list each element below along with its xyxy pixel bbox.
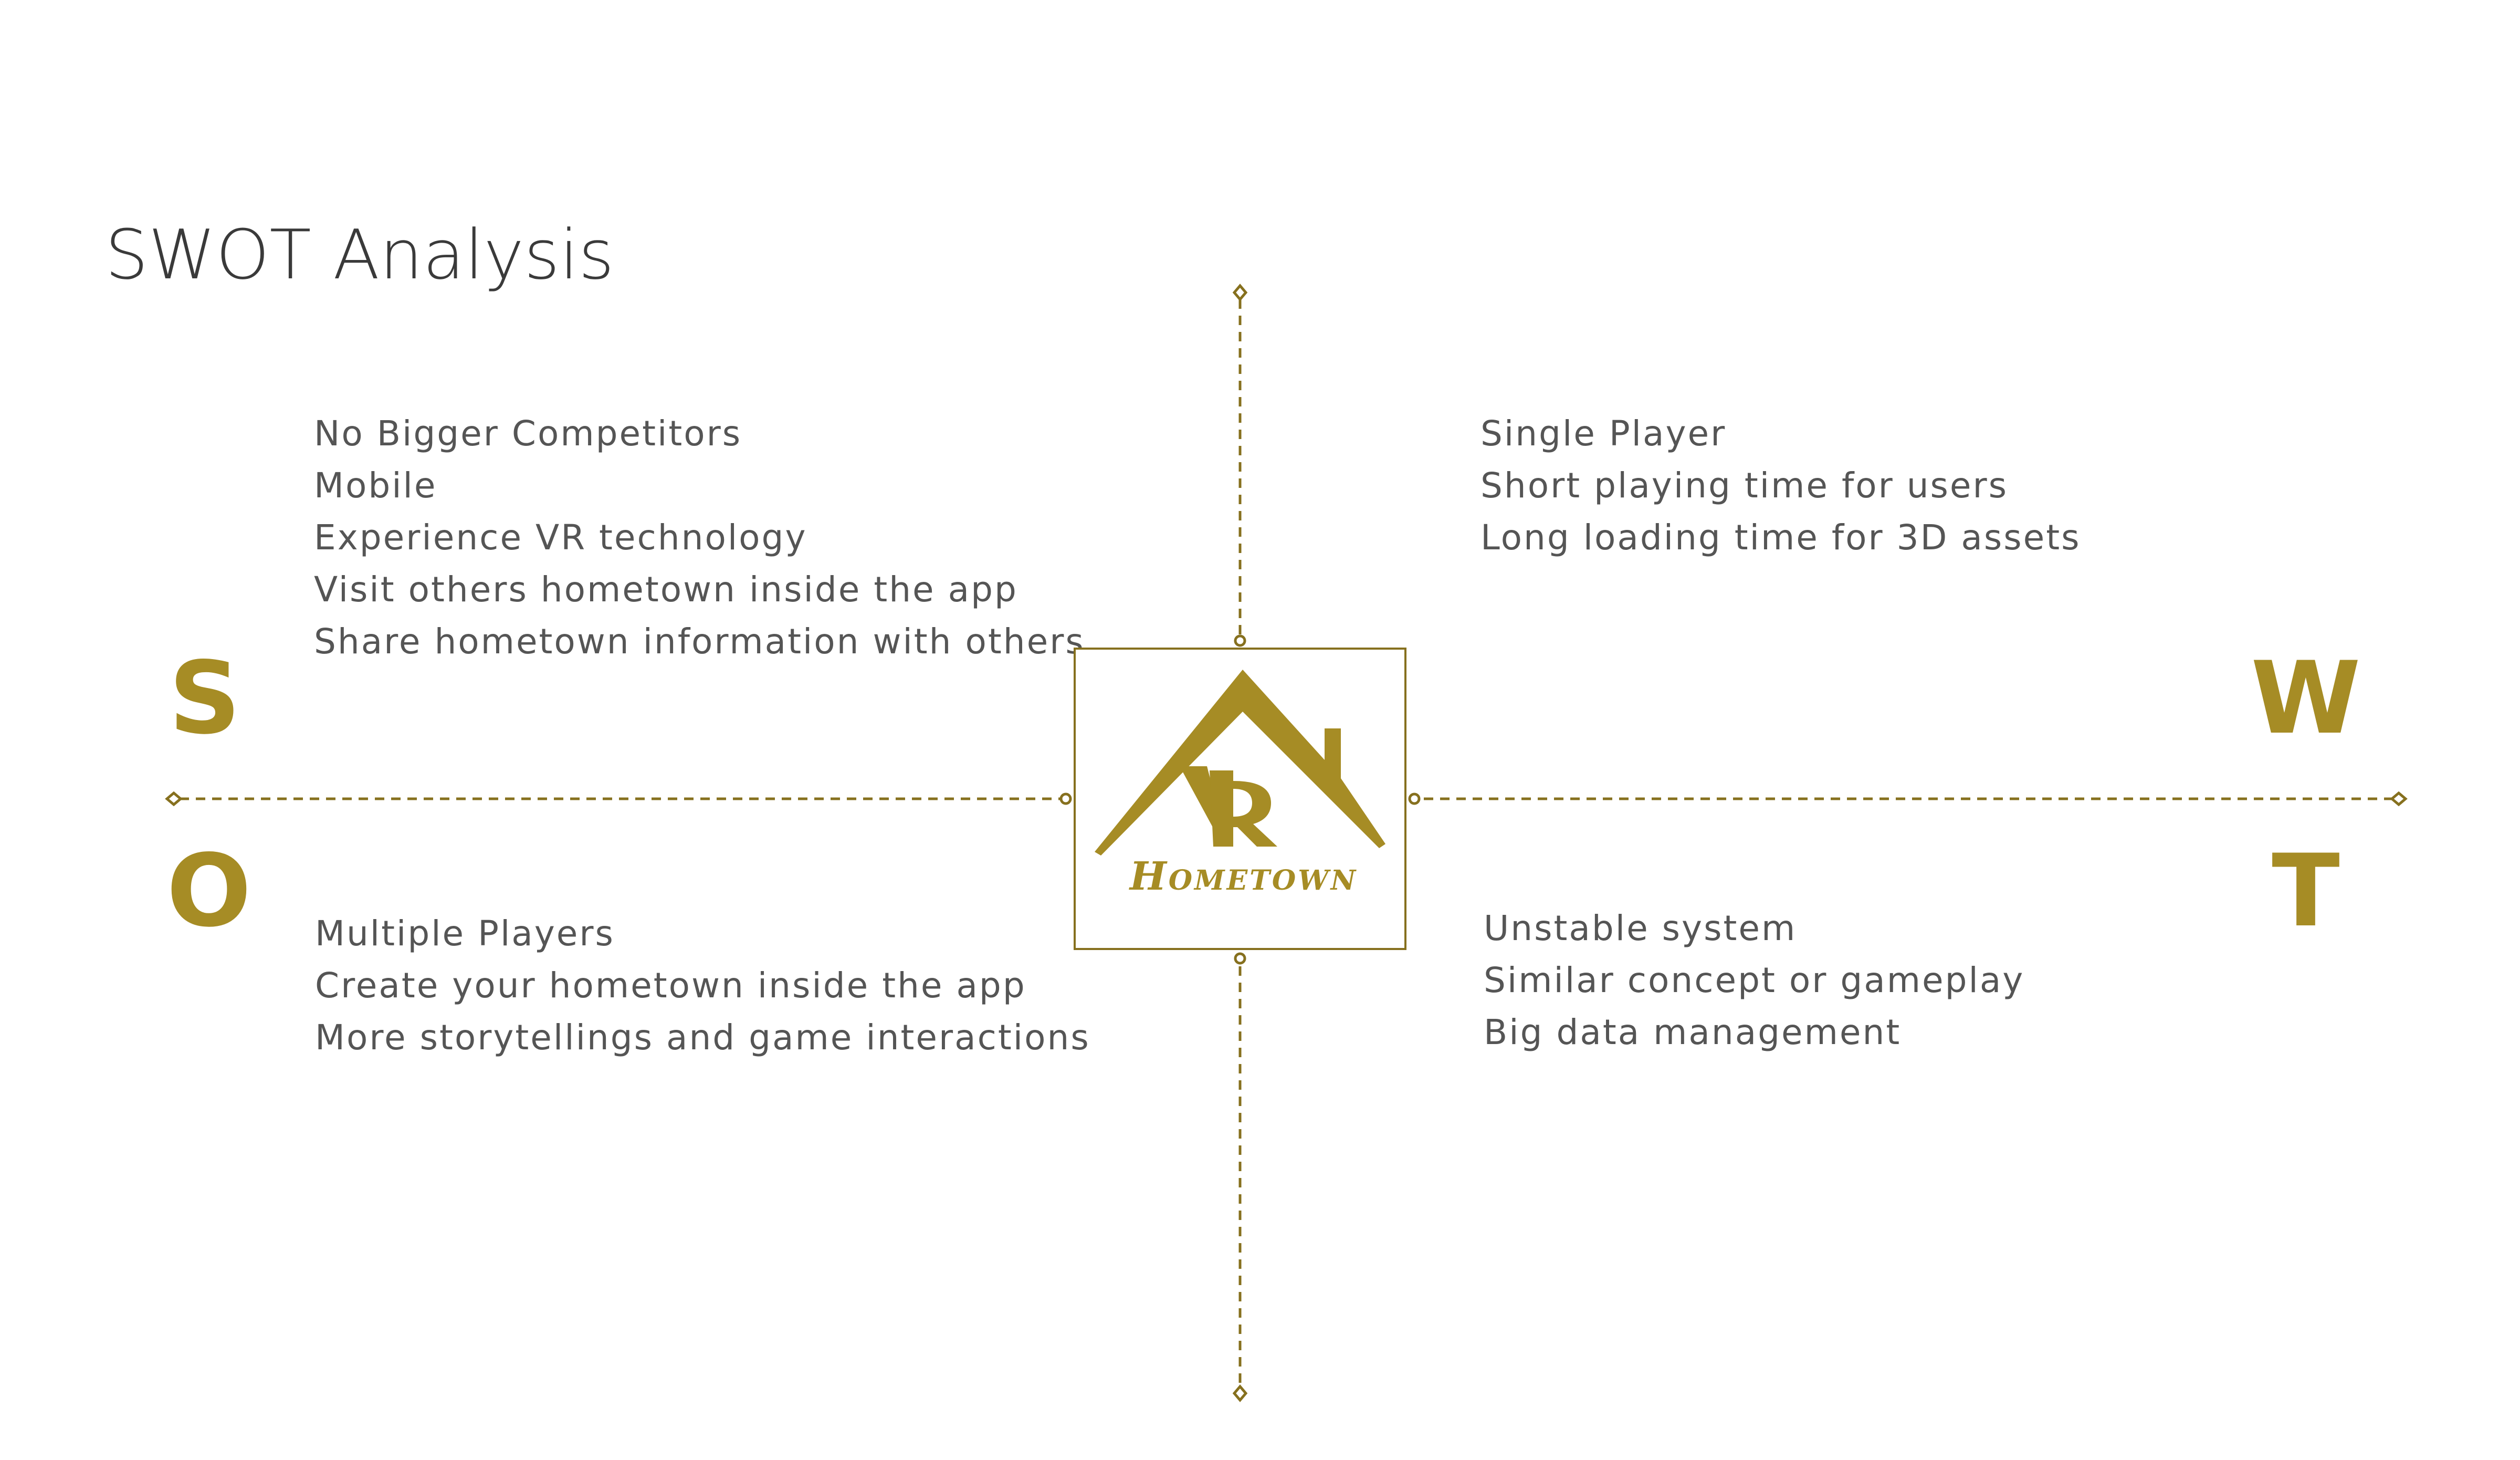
vr-hometown-logo: Hometown xyxy=(1074,648,1406,950)
threat-item: Big data management xyxy=(1484,1012,1902,1052)
opportunity-item: Create your hometown inside the app xyxy=(315,965,1026,1006)
strength-item: Experience VR technology xyxy=(314,517,807,558)
axis-end-diamond-left xyxy=(165,791,183,807)
opportunity-item: Multiple Players xyxy=(315,913,615,954)
weakness-item: Short playing time for users xyxy=(1480,465,2009,506)
axis-join-bottom xyxy=(1234,952,1246,965)
opportunity-item: More storytellings and game interactions xyxy=(315,1017,1090,1058)
swot-letter-t: T xyxy=(2272,833,2340,949)
opportunities-list: Multiple Players Create your hometown in… xyxy=(315,908,1090,1063)
axis-join-top xyxy=(1234,634,1246,647)
swot-letter-o: O xyxy=(166,833,251,949)
page-title: SWOT Analysis xyxy=(105,215,614,295)
threat-item: Unstable system xyxy=(1484,908,1797,948)
house-roof-icon xyxy=(1095,670,1385,856)
strength-item: Visit others hometown inside the app xyxy=(314,569,1018,610)
axis-end-diamond-right xyxy=(2390,791,2408,807)
swot-letter-s: S xyxy=(169,640,241,756)
logo-wordmark: Hometown xyxy=(1129,854,1358,899)
strengths-list: No Bigger Competitors Mobile Experience … xyxy=(314,408,1085,668)
axis-join-left xyxy=(1059,792,1072,805)
axis-join-right xyxy=(1408,792,1421,805)
axis-end-diamond-bottom xyxy=(1232,1384,1248,1402)
strength-item: Share hometown information with others xyxy=(314,621,1085,662)
threats-list: Unstable system Similar concept or gamep… xyxy=(1484,902,2024,1058)
strength-item: Mobile xyxy=(314,465,437,506)
swot-letter-w: W xyxy=(2251,640,2361,756)
strength-item: No Bigger Competitors xyxy=(314,413,742,454)
threat-item: Similar concept or gameplay xyxy=(1484,960,2025,1000)
axis-end-diamond-top xyxy=(1232,284,1248,301)
weaknesses-list: Single Player Short playing time for use… xyxy=(1480,408,2081,564)
weakness-item: Single Player xyxy=(1480,413,1727,454)
weakness-item: Long loading time for 3D assets xyxy=(1480,517,2081,558)
